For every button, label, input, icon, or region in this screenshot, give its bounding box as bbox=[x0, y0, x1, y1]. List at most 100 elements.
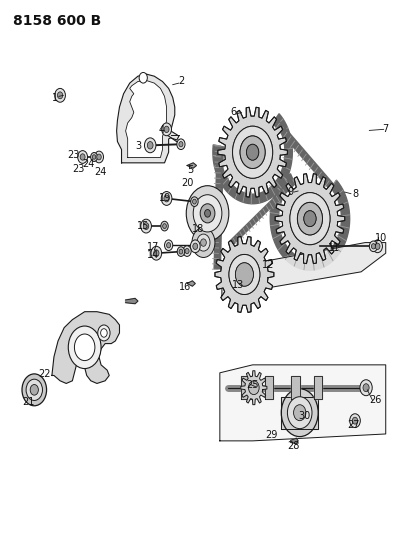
Polygon shape bbox=[222, 243, 386, 296]
Circle shape bbox=[147, 142, 153, 149]
Circle shape bbox=[240, 136, 265, 168]
Circle shape bbox=[164, 240, 173, 251]
Text: 12: 12 bbox=[261, 261, 274, 270]
Circle shape bbox=[163, 224, 166, 229]
Circle shape bbox=[101, 329, 107, 337]
Text: 8: 8 bbox=[352, 189, 358, 199]
Circle shape bbox=[177, 247, 185, 256]
Circle shape bbox=[360, 379, 372, 395]
Polygon shape bbox=[215, 237, 274, 312]
Polygon shape bbox=[52, 312, 120, 383]
Circle shape bbox=[183, 246, 191, 256]
Circle shape bbox=[247, 144, 259, 160]
Polygon shape bbox=[266, 376, 272, 399]
Polygon shape bbox=[213, 114, 292, 204]
Circle shape bbox=[190, 240, 200, 253]
Text: 20: 20 bbox=[182, 177, 194, 188]
Polygon shape bbox=[275, 174, 345, 264]
Circle shape bbox=[161, 221, 168, 231]
Circle shape bbox=[164, 126, 169, 133]
Polygon shape bbox=[281, 397, 318, 429]
Circle shape bbox=[80, 154, 85, 160]
Circle shape bbox=[229, 254, 260, 295]
Circle shape bbox=[98, 325, 110, 341]
Text: 11: 11 bbox=[328, 243, 341, 253]
Circle shape bbox=[201, 239, 206, 246]
Circle shape bbox=[58, 92, 63, 99]
Circle shape bbox=[179, 142, 183, 147]
Text: 27: 27 bbox=[348, 420, 360, 430]
Text: 14: 14 bbox=[147, 250, 159, 260]
Polygon shape bbox=[126, 80, 166, 158]
Circle shape bbox=[298, 203, 323, 235]
Text: 21: 21 bbox=[22, 397, 35, 407]
Circle shape bbox=[372, 244, 376, 249]
Circle shape bbox=[193, 195, 222, 232]
Circle shape bbox=[145, 138, 156, 153]
Circle shape bbox=[162, 123, 171, 136]
Text: 10: 10 bbox=[375, 233, 387, 244]
Text: 2: 2 bbox=[179, 77, 185, 86]
Circle shape bbox=[375, 243, 380, 249]
Circle shape bbox=[352, 417, 358, 424]
Polygon shape bbox=[275, 174, 345, 264]
Circle shape bbox=[247, 144, 259, 160]
Polygon shape bbox=[291, 438, 298, 443]
Polygon shape bbox=[220, 365, 386, 441]
Text: 24: 24 bbox=[83, 159, 95, 169]
Text: 15: 15 bbox=[137, 221, 150, 231]
Text: 19: 19 bbox=[159, 193, 171, 204]
Circle shape bbox=[205, 209, 210, 217]
Circle shape bbox=[304, 211, 316, 227]
Circle shape bbox=[233, 126, 272, 178]
Circle shape bbox=[290, 192, 330, 245]
Circle shape bbox=[78, 151, 88, 164]
Circle shape bbox=[177, 139, 185, 150]
Circle shape bbox=[233, 126, 272, 178]
Circle shape bbox=[193, 199, 196, 204]
Text: 30: 30 bbox=[298, 411, 311, 422]
Circle shape bbox=[68, 326, 101, 368]
Circle shape bbox=[95, 151, 104, 163]
Text: 3: 3 bbox=[135, 141, 141, 151]
Circle shape bbox=[287, 397, 312, 429]
Circle shape bbox=[191, 197, 198, 206]
Text: 17: 17 bbox=[146, 243, 159, 252]
Text: 29: 29 bbox=[266, 430, 278, 440]
Text: 5: 5 bbox=[187, 165, 193, 175]
Text: 7: 7 bbox=[383, 124, 389, 134]
Polygon shape bbox=[218, 107, 287, 197]
Circle shape bbox=[22, 374, 46, 406]
Circle shape bbox=[143, 223, 149, 230]
Circle shape bbox=[363, 384, 369, 392]
Circle shape bbox=[179, 249, 183, 254]
Circle shape bbox=[164, 195, 169, 202]
Circle shape bbox=[154, 250, 159, 257]
Circle shape bbox=[92, 155, 96, 159]
Circle shape bbox=[185, 248, 189, 254]
Circle shape bbox=[373, 240, 383, 253]
Circle shape bbox=[236, 263, 254, 286]
Circle shape bbox=[55, 88, 65, 102]
Circle shape bbox=[186, 185, 229, 241]
Text: 23: 23 bbox=[67, 150, 80, 160]
Polygon shape bbox=[218, 107, 287, 197]
Text: 28: 28 bbox=[287, 441, 300, 451]
Circle shape bbox=[229, 254, 260, 295]
Circle shape bbox=[197, 234, 210, 251]
Text: 8158 600 B: 8158 600 B bbox=[13, 14, 101, 28]
Circle shape bbox=[350, 414, 360, 427]
Circle shape bbox=[236, 263, 254, 286]
Polygon shape bbox=[291, 376, 300, 399]
Text: 4: 4 bbox=[158, 125, 164, 135]
Polygon shape bbox=[241, 376, 252, 399]
Circle shape bbox=[193, 243, 198, 249]
Circle shape bbox=[74, 334, 95, 361]
Polygon shape bbox=[187, 281, 195, 286]
Text: 9: 9 bbox=[288, 187, 294, 197]
Text: 22: 22 bbox=[39, 369, 51, 379]
Circle shape bbox=[298, 203, 323, 235]
Circle shape bbox=[290, 192, 330, 245]
Circle shape bbox=[304, 211, 316, 227]
Text: 26: 26 bbox=[370, 395, 382, 406]
